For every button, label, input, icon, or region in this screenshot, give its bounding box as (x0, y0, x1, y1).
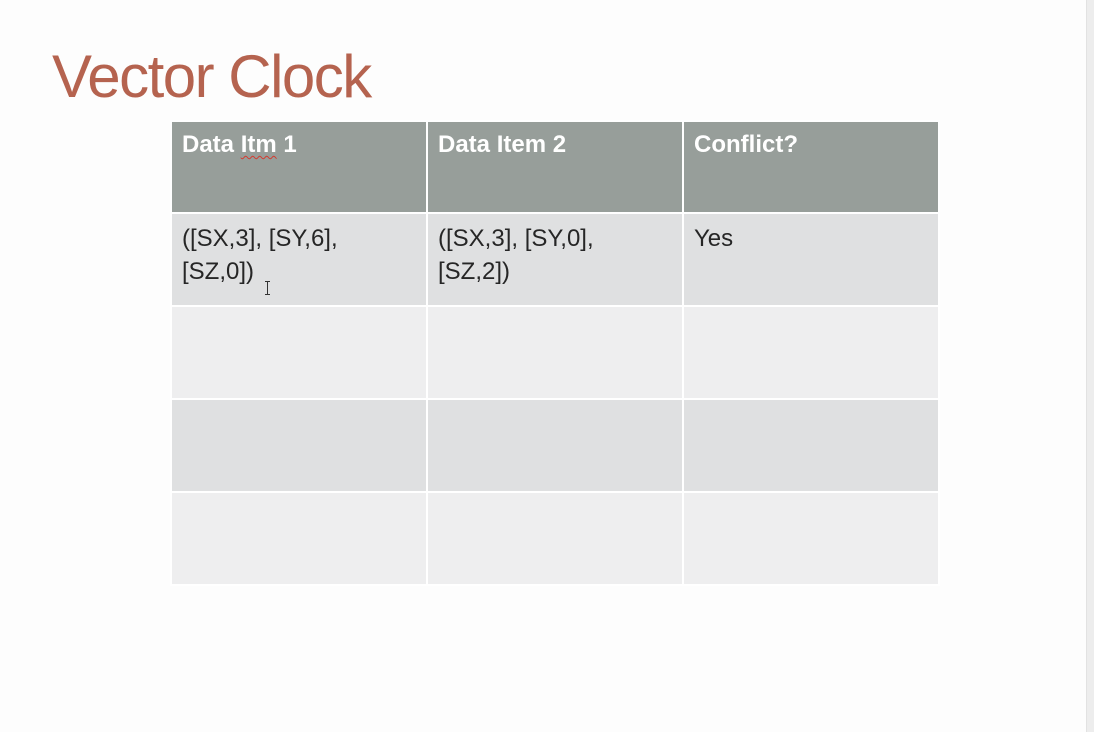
table-cell-item-2[interactable] (426, 491, 684, 586)
table-row (170, 398, 940, 493)
cell-line: [SZ,2]) (438, 258, 511, 285)
table-cell-item-2[interactable] (426, 305, 684, 400)
cell-line: [SZ,0]) (182, 258, 255, 285)
table-cell-item-1[interactable] (170, 305, 428, 400)
table-cell-item-2[interactable] (426, 398, 684, 493)
table-cell-conflict[interactable]: Yes (682, 212, 940, 307)
header-text-prefix: Data (182, 131, 241, 158)
header-text-suffix: 1 (276, 131, 297, 158)
header-text: Conflict? (694, 131, 798, 158)
table-cell-item-1[interactable] (170, 398, 428, 493)
table-row: ([SX,3], [SY,6], [SZ,0]) ([SX,3], [SY,0]… (170, 212, 940, 307)
header-cell-data-item-2[interactable]: Data Item 2 (426, 120, 684, 214)
table-cell-item-1[interactable] (170, 491, 428, 586)
table-cell-item-1[interactable]: ([SX,3], [SY,6], [SZ,0]) (170, 212, 428, 307)
header-text: Data Item 2 (438, 131, 567, 158)
cell-line: Yes (694, 225, 734, 252)
table-cell-item-2[interactable]: ([SX,3], [SY,0], [SZ,2]) (426, 212, 684, 307)
table-header-row: Data Itm 1 Data Item 2 Conflict? (170, 120, 940, 214)
misspelled-word[interactable]: Itm (240, 131, 277, 158)
header-cell-data-item-1[interactable]: Data Itm 1 (170, 120, 428, 214)
window-edge (1086, 0, 1094, 732)
slide-title-text: Vector Clock (52, 43, 372, 110)
header-cell-conflict[interactable]: Conflict? (682, 120, 940, 214)
slide-title[interactable]: Vector Clock (52, 42, 372, 112)
table-cell-conflict[interactable] (682, 398, 940, 493)
table-cell-conflict[interactable] (682, 305, 940, 400)
table-cell-conflict[interactable] (682, 491, 940, 586)
cell-line: ([SX,3], [SY,0], (438, 225, 594, 252)
text-cursor-icon (265, 281, 270, 295)
cell-line: ([SX,3], [SY,6], (182, 225, 338, 252)
vector-clock-table[interactable]: Data Itm 1 Data Item 2 Conflict? ([SX,3]… (170, 120, 940, 586)
table-row (170, 305, 940, 400)
table-row (170, 491, 940, 586)
